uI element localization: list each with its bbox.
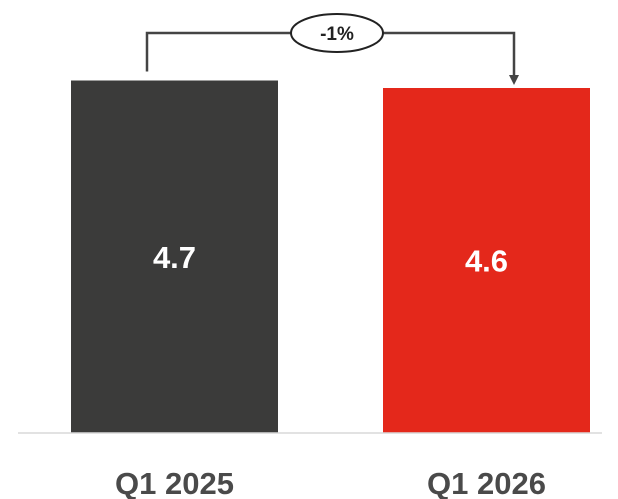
category-label-1: Q1 2025	[115, 466, 234, 499]
category-label-2: Q1 2026	[427, 466, 546, 499]
bar-2	[383, 88, 590, 433]
labels-group: 4.7 Q1 2025 4.6 Q1 2026	[115, 240, 546, 499]
bar-value-label-1: 4.7	[153, 240, 196, 275]
change-badge	[290, 13, 384, 53]
bars-group	[71, 80, 590, 433]
bar-1	[71, 80, 278, 433]
change-percent-label: -1%	[320, 24, 354, 45]
change-connector: -1%	[145, 13, 519, 85]
bar-value-label-2: 4.6	[465, 244, 508, 279]
